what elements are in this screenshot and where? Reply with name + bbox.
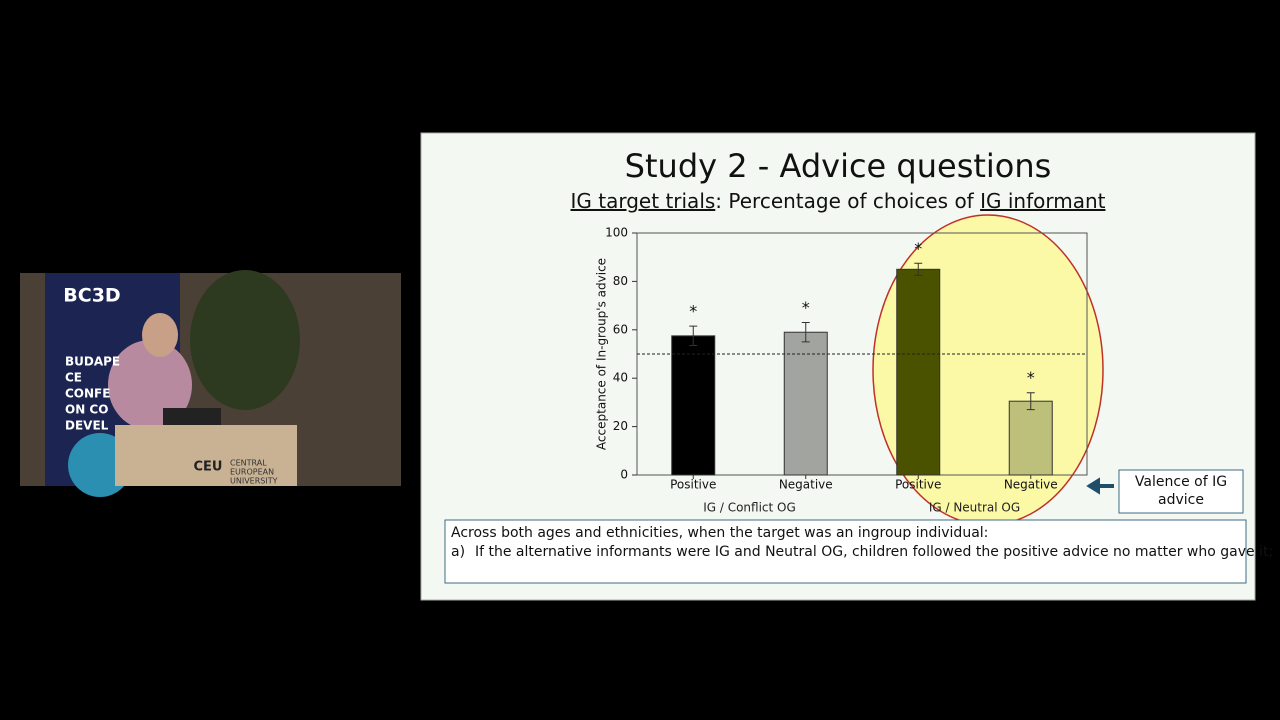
group-label: IG / Neutral OG [929, 501, 1020, 515]
y-tick-label: 60 [613, 322, 628, 336]
speaker-head [142, 313, 178, 357]
y-tick-label: 20 [613, 419, 628, 433]
slide-title: Study 2 - Advice questions [625, 147, 1052, 185]
y-tick-label: 0 [620, 468, 628, 482]
bar [896, 268, 941, 476]
callout-box [1118, 469, 1244, 514]
banner-text: CE [65, 371, 82, 385]
value-label: * [914, 239, 922, 258]
podium-text: UNIVERSITY [230, 477, 278, 486]
callout-arrow [1086, 477, 1114, 495]
y-tick-label: 100 [605, 226, 628, 240]
subtitle-part: IG informant [980, 189, 1106, 213]
group-label: IG / Conflict OG [703, 501, 796, 515]
value-label: * [802, 298, 810, 317]
note-box [444, 519, 1247, 584]
x-tick-label: Negative [779, 478, 833, 492]
speaker-video: BC3D BUDAPE CE CONFE ON CO DEVEL CEU CENTRAL… [20, 270, 401, 497]
error-bar [689, 325, 698, 347]
podium-text: EUROPEAN [230, 468, 274, 477]
banner-text: BUDAPE [65, 355, 120, 369]
speaker-body [108, 340, 192, 430]
value-label: * [689, 302, 697, 321]
error-bar [801, 322, 810, 343]
banner-logo: BC3D [63, 285, 120, 307]
note-marker: a) [451, 544, 465, 560]
bar [1008, 400, 1053, 476]
value-label: * [1027, 368, 1035, 387]
bar [671, 335, 716, 476]
error-bar [914, 262, 923, 276]
banner-text: ON CO [65, 403, 108, 417]
x-tick-label: Positive [895, 478, 941, 492]
x-tick-label: Positive [670, 478, 716, 492]
banner-text: CONFE [65, 387, 110, 401]
plant [190, 270, 300, 410]
podium-logo: CEU [194, 460, 223, 475]
x-tick-label: Negative [1004, 478, 1058, 492]
error-bar [1026, 392, 1035, 411]
subtitle-part: IG target trials [571, 189, 716, 213]
y-axis-label: Acceptance of In-group's advice [595, 258, 609, 450]
callout-text: advice [1158, 492, 1204, 508]
podium-text: CENTRAL [230, 459, 267, 468]
callout-text: Valence of IG [1135, 474, 1227, 490]
slide-subtitle: IG target trials: Percentage of choices … [571, 189, 1106, 213]
bar [783, 331, 828, 476]
y-tick-label: 40 [613, 371, 628, 385]
podium [115, 425, 297, 486]
note-text: Across both ages and ethnicities, when t… [451, 525, 988, 541]
note-text: If the alternative informants were IG an… [475, 544, 1273, 560]
subtitle-part: : Percentage of choices of [715, 189, 980, 213]
banner-text: DEVEL [65, 419, 109, 433]
y-tick-label: 80 [613, 274, 628, 288]
